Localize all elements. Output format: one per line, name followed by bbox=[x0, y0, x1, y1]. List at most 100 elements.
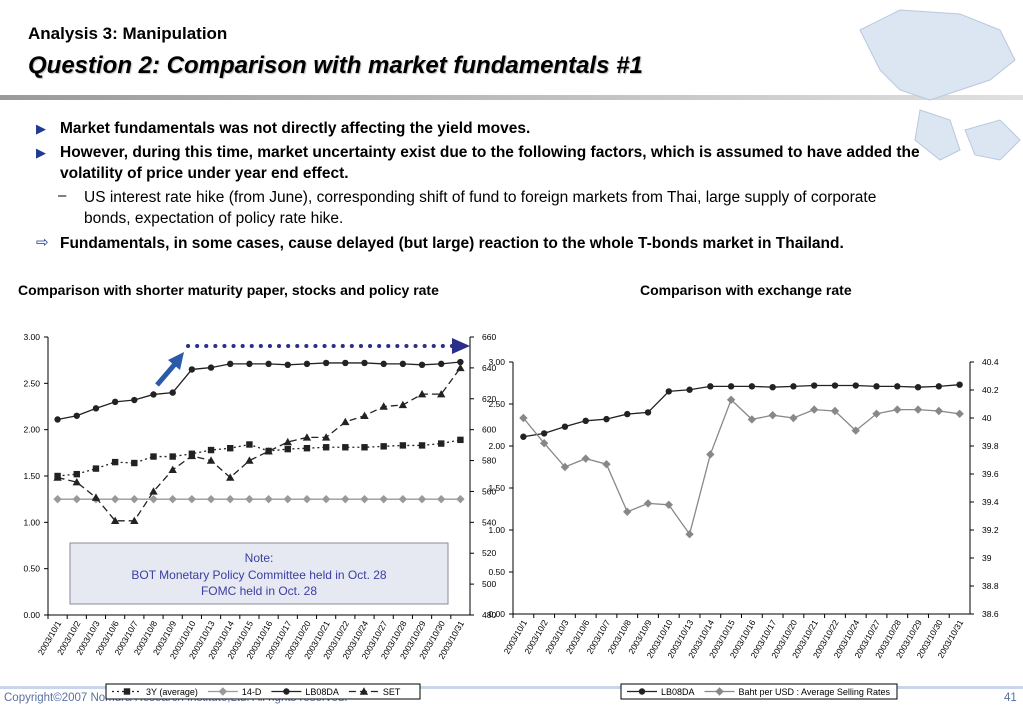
chart-title: Comparison with exchange rate bbox=[640, 282, 852, 298]
legend-box bbox=[105, 683, 421, 700]
marker bbox=[359, 687, 369, 695]
marker bbox=[187, 494, 197, 504]
chart-title: Comparison with shorter maturity paper, … bbox=[18, 282, 439, 298]
marker bbox=[284, 361, 291, 368]
marker bbox=[245, 456, 254, 464]
marker bbox=[417, 389, 427, 398]
marker bbox=[894, 383, 901, 390]
marker bbox=[303, 445, 311, 452]
marker bbox=[130, 494, 139, 504]
marker bbox=[73, 412, 80, 419]
legend-label: SET bbox=[383, 687, 401, 697]
marker bbox=[206, 456, 216, 464]
marker bbox=[264, 494, 273, 504]
marker bbox=[168, 494, 177, 504]
marker bbox=[852, 382, 859, 389]
bullet: Fundamentals, in some cases, cause delay… bbox=[60, 235, 844, 252]
marker bbox=[342, 444, 349, 451]
marker bbox=[768, 411, 777, 420]
marker bbox=[399, 360, 407, 368]
marker bbox=[955, 409, 964, 418]
marker bbox=[53, 473, 62, 481]
marker bbox=[438, 360, 445, 368]
marker bbox=[342, 359, 349, 367]
marker bbox=[284, 445, 291, 453]
y2-tick-label: 38.6 bbox=[982, 609, 999, 619]
y-tick-label: 2.00 bbox=[23, 425, 40, 435]
y2-tick-label: 40 bbox=[982, 413, 992, 423]
y-tick-label: 1.50 bbox=[488, 483, 505, 493]
y-tick-label: 2.50 bbox=[488, 399, 505, 409]
bullet-marker: ▶ bbox=[36, 145, 46, 160]
annotation-arrowhead bbox=[168, 352, 184, 370]
marker bbox=[582, 417, 589, 424]
marker bbox=[437, 494, 446, 504]
marker bbox=[811, 382, 818, 389]
y2-tick-label: 39.8 bbox=[982, 441, 999, 451]
marker bbox=[131, 459, 138, 467]
marker bbox=[519, 413, 528, 423]
marker bbox=[398, 400, 408, 409]
marker bbox=[322, 359, 330, 367]
legend-label: LB08DA bbox=[661, 687, 695, 697]
y-tick-label: 1.00 bbox=[488, 525, 505, 535]
y2-tick-label: 520 bbox=[482, 548, 496, 558]
bullet-marker: ▶ bbox=[36, 121, 46, 136]
marker bbox=[438, 440, 445, 447]
marker bbox=[560, 462, 570, 472]
y-tick-label: 0.00 bbox=[488, 609, 505, 619]
marker bbox=[831, 382, 839, 389]
marker bbox=[437, 389, 446, 398]
y-tick-label: 1.00 bbox=[23, 517, 40, 527]
marker bbox=[643, 499, 653, 508]
marker bbox=[207, 446, 215, 454]
marker bbox=[149, 494, 158, 504]
marker bbox=[111, 458, 119, 466]
marker bbox=[581, 454, 590, 463]
marker bbox=[769, 384, 776, 391]
marker bbox=[246, 360, 253, 368]
marker bbox=[914, 384, 922, 391]
marker bbox=[110, 516, 120, 524]
marker bbox=[322, 444, 330, 451]
marker bbox=[956, 381, 963, 388]
annotation-arrowhead bbox=[452, 338, 470, 354]
header-rule bbox=[0, 95, 1023, 100]
y-tick-label: 0.50 bbox=[23, 564, 40, 574]
marker bbox=[790, 383, 797, 390]
marker bbox=[748, 383, 756, 390]
marker bbox=[92, 465, 100, 472]
marker bbox=[417, 494, 427, 504]
marker bbox=[110, 494, 120, 504]
marker bbox=[726, 395, 736, 404]
marker bbox=[341, 417, 350, 426]
footer-rule bbox=[0, 686, 1023, 689]
y2-tick-label: 500 bbox=[482, 579, 496, 589]
marker bbox=[150, 453, 157, 460]
marker bbox=[169, 453, 176, 460]
map-decor bbox=[859, 9, 1021, 161]
note-text: BOT Monetary Policy Committee held in Oc… bbox=[131, 568, 387, 582]
marker bbox=[218, 687, 228, 696]
y2-tick-label: 560 bbox=[482, 486, 496, 496]
y-tick-label: 0.00 bbox=[23, 610, 40, 620]
marker bbox=[789, 413, 798, 423]
marker bbox=[360, 411, 369, 419]
marker bbox=[361, 359, 368, 367]
y2-tick-label: 40.2 bbox=[982, 385, 999, 395]
marker bbox=[283, 688, 290, 695]
marker bbox=[664, 500, 673, 509]
marker bbox=[379, 402, 388, 410]
series-line bbox=[57, 361, 461, 421]
note-text: Note: bbox=[245, 551, 274, 565]
marker bbox=[665, 388, 672, 395]
y-tick-label: 2.50 bbox=[23, 378, 40, 388]
marker bbox=[131, 396, 138, 404]
marker bbox=[686, 386, 693, 393]
marker bbox=[747, 415, 757, 424]
marker bbox=[539, 439, 549, 448]
marker bbox=[603, 415, 610, 423]
marker bbox=[341, 494, 350, 504]
